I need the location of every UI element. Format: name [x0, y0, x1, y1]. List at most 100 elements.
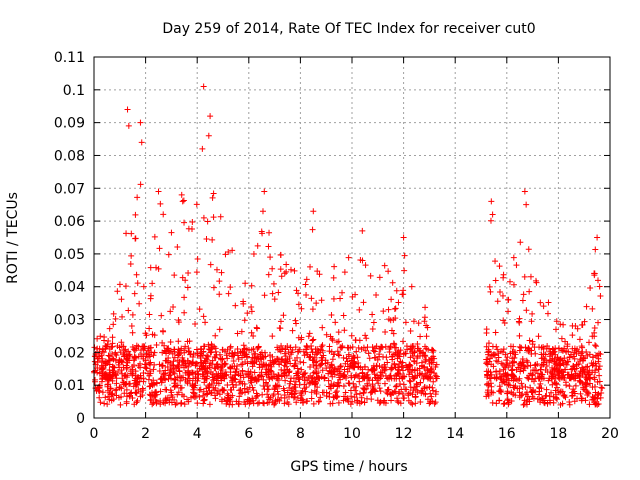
- data-point: [536, 344, 543, 351]
- data-point: [519, 359, 526, 366]
- data-point: [192, 320, 199, 327]
- data-point: [409, 401, 416, 408]
- data-point: [317, 394, 324, 401]
- data-point: [266, 368, 273, 375]
- data-point: [339, 344, 346, 351]
- data-point: [505, 377, 512, 384]
- data-point: [118, 357, 125, 364]
- data-point: [171, 383, 178, 390]
- data-point: [210, 284, 217, 291]
- data-point: [519, 391, 526, 398]
- data-point: [232, 302, 239, 309]
- data-point: [335, 399, 342, 406]
- data-point: [373, 363, 380, 370]
- data-point: [293, 399, 300, 406]
- data-point: [314, 345, 321, 352]
- data-point: [202, 365, 209, 372]
- data-point: [225, 290, 232, 297]
- data-point: [170, 358, 177, 365]
- data-point: [298, 366, 305, 373]
- data-point: [234, 346, 241, 353]
- data-point: [162, 357, 169, 364]
- data-point: [395, 299, 402, 306]
- data-point: [137, 364, 144, 371]
- data-point: [373, 292, 380, 299]
- data-point: [416, 371, 423, 378]
- data-point: [239, 367, 246, 374]
- data-point: [186, 348, 193, 355]
- data-point: [207, 261, 214, 268]
- data-point: [589, 354, 596, 361]
- data-point: [505, 308, 512, 315]
- data-point: [230, 384, 237, 391]
- data-point: [312, 378, 319, 385]
- data-point: [483, 356, 490, 363]
- data-point: [345, 351, 352, 358]
- data-point: [326, 390, 333, 397]
- data-point: [595, 350, 602, 357]
- data-point: [150, 366, 157, 373]
- data-point: [499, 379, 506, 386]
- data-point: [239, 348, 246, 355]
- data-point: [281, 350, 288, 357]
- data-point: [287, 378, 294, 385]
- data-point: [417, 333, 424, 340]
- data-point: [172, 376, 179, 383]
- x-tick-label: 6: [244, 426, 253, 442]
- data-point: [261, 188, 268, 195]
- y-tick-label: 0: [76, 411, 85, 427]
- data-point: [501, 400, 508, 407]
- data-point: [569, 322, 576, 329]
- data-point: [113, 375, 120, 382]
- data-point: [121, 390, 128, 397]
- data-point: [422, 391, 429, 398]
- data-point: [205, 132, 212, 139]
- data-point: [487, 369, 494, 376]
- data-point: [532, 375, 539, 382]
- data-point: [422, 304, 429, 311]
- data-point: [488, 198, 495, 205]
- data-point: [528, 388, 535, 395]
- data-point: [371, 348, 378, 355]
- data-point: [264, 399, 271, 406]
- data-point: [500, 271, 507, 278]
- y-tick-label: 0.08: [54, 148, 85, 164]
- data-point: [589, 305, 596, 312]
- data-point: [123, 356, 130, 363]
- data-point: [563, 348, 570, 355]
- data-point: [224, 382, 231, 389]
- data-point: [189, 218, 196, 225]
- data-point: [222, 251, 229, 258]
- data-point: [535, 333, 542, 340]
- data-point: [527, 273, 534, 280]
- data-point: [140, 378, 147, 385]
- data-point: [311, 375, 318, 382]
- data-point: [321, 375, 328, 382]
- data-point: [292, 378, 299, 385]
- data-point: [190, 350, 197, 357]
- data-point: [287, 266, 294, 273]
- data-point: [102, 360, 109, 367]
- data-point: [571, 349, 578, 356]
- data-point: [155, 188, 162, 195]
- data-point: [545, 377, 552, 384]
- data-point: [511, 354, 518, 361]
- data-point: [209, 361, 216, 368]
- x-tick-label: 16: [498, 426, 516, 442]
- data-point: [278, 373, 285, 380]
- data-point: [122, 283, 129, 290]
- data-point: [594, 234, 601, 241]
- data-point: [362, 262, 369, 269]
- data-point: [506, 278, 513, 285]
- data-point: [361, 399, 368, 406]
- data-point: [309, 337, 316, 344]
- data-point: [201, 357, 208, 364]
- data-point: [331, 381, 338, 388]
- data-point: [168, 389, 175, 396]
- y-tick-label: 0.04: [54, 280, 85, 296]
- data-point: [166, 399, 173, 406]
- data-point: [284, 343, 291, 350]
- data-point: [287, 360, 294, 367]
- data-point: [114, 288, 121, 295]
- data-point: [526, 288, 533, 295]
